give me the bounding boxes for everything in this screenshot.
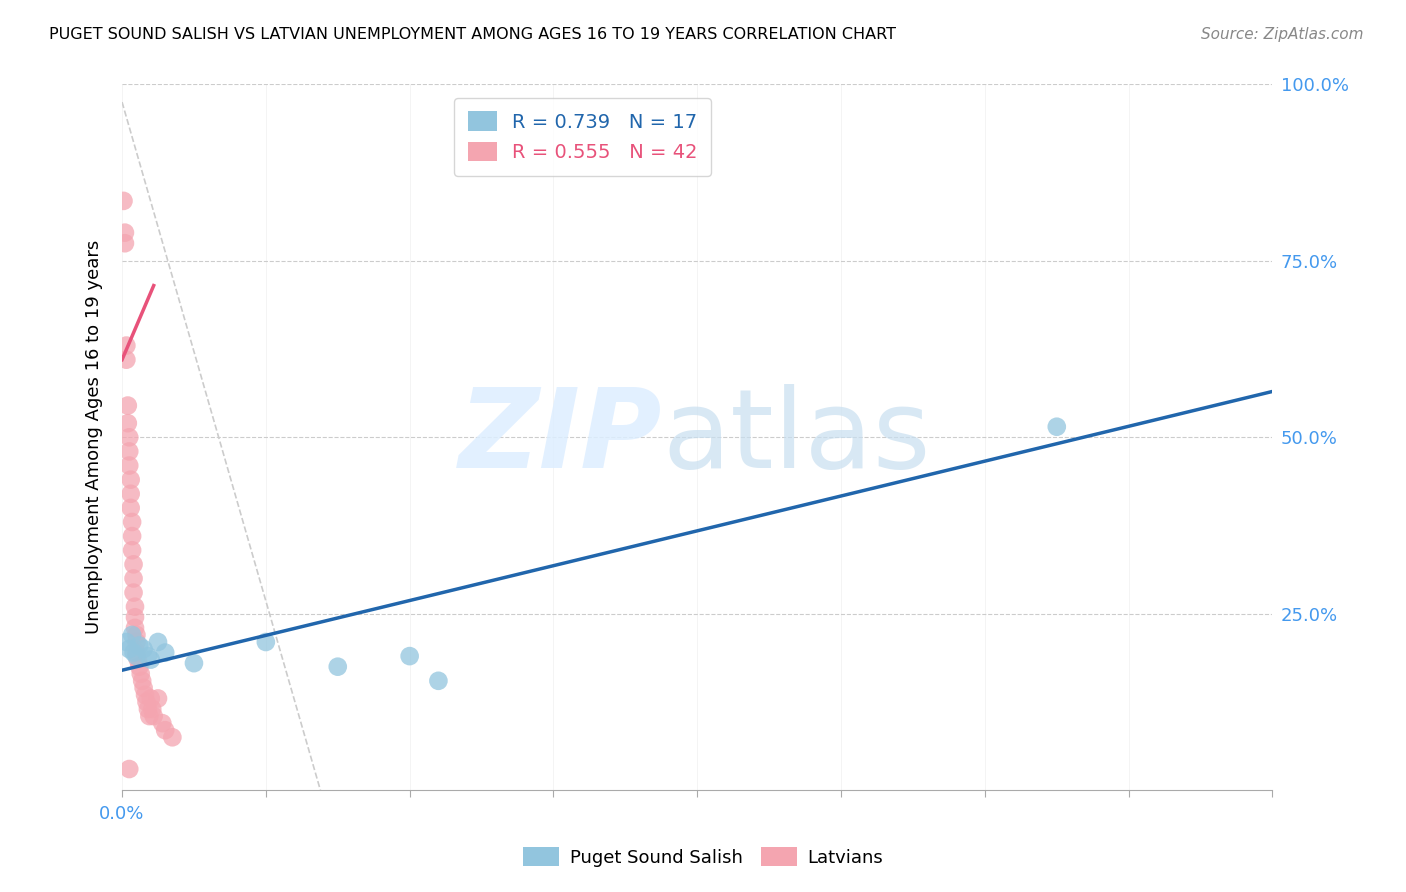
Point (162, 731, 184, 745)
Point (125, 635, 148, 649)
Point (150, 716, 173, 731)
Point (427, 673, 450, 688)
Point (121, 543, 143, 558)
Y-axis label: Unemployment Among Ages 16 to 19 years: Unemployment Among Ages 16 to 19 years (86, 240, 103, 634)
Point (136, 702, 159, 716)
Point (115, 338, 138, 352)
Point (122, 585, 145, 599)
Legend: Puget Sound Salish, Latvians: Puget Sound Salish, Latvians (516, 840, 890, 874)
Point (112, 194, 135, 208)
Point (125, 646, 148, 660)
Point (114, 226, 136, 240)
Point (136, 649, 159, 664)
Point (1046, 419, 1069, 434)
Point (117, 416, 139, 430)
Point (121, 628, 143, 642)
Point (118, 642, 141, 657)
Point (134, 688, 156, 702)
Point (135, 695, 157, 709)
Point (129, 666, 152, 681)
Point (118, 430, 141, 444)
Point (120, 473, 142, 487)
Point (254, 635, 277, 649)
Point (122, 572, 145, 586)
Point (118, 762, 141, 776)
Point (146, 635, 169, 649)
Point (118, 458, 141, 473)
Point (120, 500, 142, 515)
Point (115, 352, 138, 367)
Point (132, 681, 155, 695)
Point (118, 444, 141, 458)
Legend: R = 0.739   N = 17, R = 0.555   N = 42: R = 0.739 N = 17, R = 0.555 N = 42 (454, 98, 711, 176)
Text: atlas: atlas (662, 384, 931, 491)
Point (183, 656, 205, 670)
Point (153, 646, 176, 660)
Point (124, 621, 146, 635)
Point (124, 599, 146, 614)
Point (125, 628, 148, 642)
Point (128, 639, 150, 653)
Text: PUGET SOUND SALISH VS LATVIAN UNEMPLOYMENT AMONG AGES 16 TO 19 YEARS CORRELATION: PUGET SOUND SALISH VS LATVIAN UNEMPLOYME… (49, 27, 896, 42)
Point (122, 558, 145, 572)
Text: Source: ZipAtlas.com: Source: ZipAtlas.com (1201, 27, 1364, 42)
Point (326, 659, 349, 673)
Point (139, 691, 162, 706)
Point (117, 399, 139, 413)
Point (141, 702, 163, 716)
Point (132, 642, 155, 657)
Point (121, 529, 143, 543)
Point (146, 691, 169, 706)
Point (114, 236, 136, 251)
Point (138, 709, 160, 723)
Point (153, 723, 176, 738)
Text: ZIP: ZIP (460, 384, 662, 491)
Point (142, 709, 165, 723)
Point (139, 653, 162, 667)
Point (127, 653, 149, 667)
Point (115, 635, 138, 649)
Point (124, 610, 146, 624)
Point (398, 649, 420, 664)
Point (122, 646, 145, 660)
Point (120, 487, 142, 501)
Point (131, 673, 153, 688)
Point (121, 515, 143, 529)
Point (128, 659, 150, 673)
Point (125, 649, 148, 664)
